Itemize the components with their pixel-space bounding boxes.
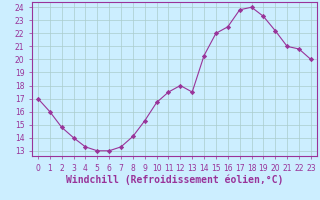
X-axis label: Windchill (Refroidissement éolien,°C): Windchill (Refroidissement éolien,°C) — [66, 174, 283, 185]
